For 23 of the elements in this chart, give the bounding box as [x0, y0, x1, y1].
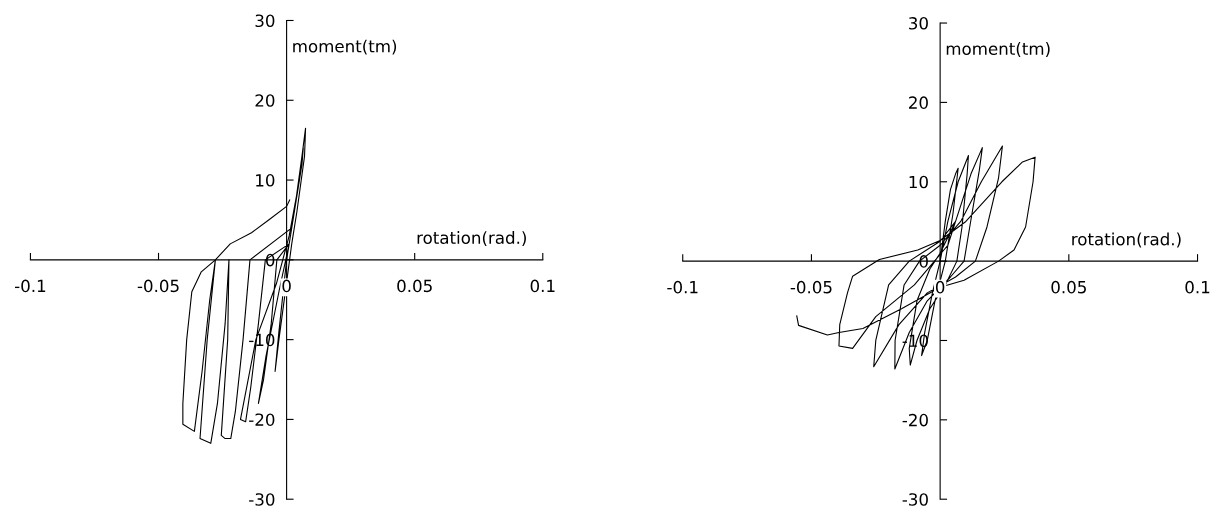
- x-tick-label: -0.05: [137, 279, 179, 293]
- y-tick-label: -20: [249, 413, 275, 426]
- y-tick-label: 30: [255, 14, 275, 28]
- y-tick-label: -30: [249, 493, 275, 506]
- y-tick-label: 30: [909, 17, 928, 30]
- x-tick-label: 0: [282, 279, 291, 293]
- y-tick-label: 20: [255, 94, 275, 107]
- y-tick-label: 20: [909, 96, 928, 109]
- y-tick-label: 10: [256, 174, 275, 187]
- x-tick-label: 0.1: [530, 279, 555, 293]
- x-tick-label: 0.1: [1185, 280, 1210, 294]
- x-tick-label: -0.05: [790, 280, 832, 294]
- y-axis-title: moment(tm): [293, 39, 397, 55]
- y-tick-label: -20: [902, 413, 928, 427]
- y-tick-label: -30: [902, 493, 928, 506]
- x-tick-label: 0.05: [1051, 280, 1086, 294]
- y-axis-title: moment(tm): [946, 42, 1050, 57]
- x-tick-label: -0.1: [14, 279, 46, 293]
- y-tick-label: 10: [909, 175, 928, 189]
- x-tick-label: 0.05: [397, 279, 432, 293]
- x-axis-title: rotation(rad.): [1072, 232, 1181, 248]
- x-axis-title: rotation(rad.): [417, 231, 526, 246]
- x-tick-label: -0.1: [667, 280, 698, 294]
